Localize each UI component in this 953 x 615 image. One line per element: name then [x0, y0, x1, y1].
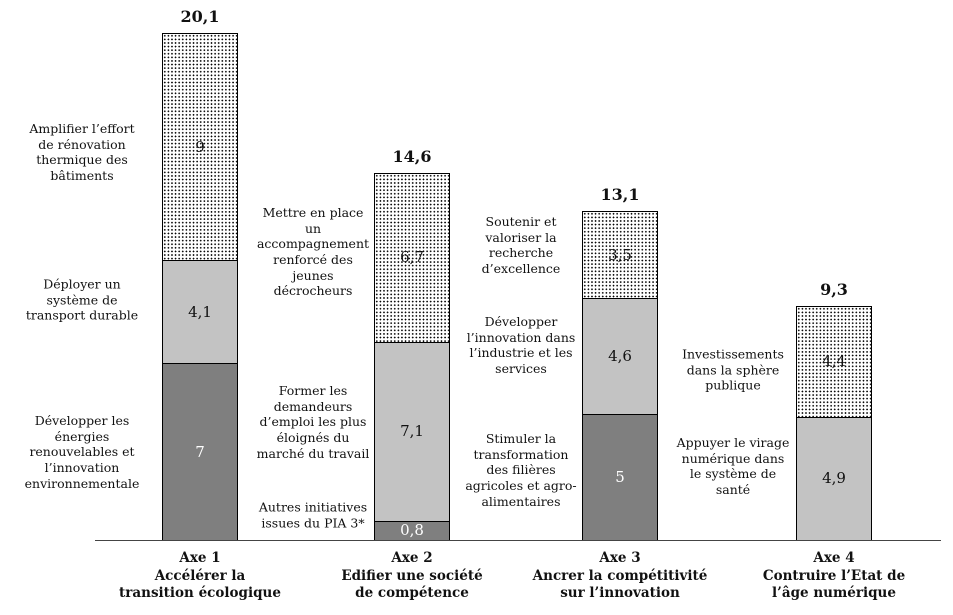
bar-axe2-segment-pia3: 0,8 [374, 520, 450, 541]
segment-value: 5 [615, 468, 625, 487]
bar-axe1-segment-energies: 7 [162, 363, 238, 541]
segment-value: 0,8 [400, 521, 424, 540]
category-label-axe2: Axe 2 Edifier une société de compétence [341, 550, 483, 602]
segment-value: 6,7 [400, 248, 424, 267]
bar-axe2-total: 14,6 [392, 146, 432, 166]
bar-axe4-total: 9,3 [820, 280, 848, 300]
bar-axe4: 9,3 4,4 4,9 [796, 280, 872, 541]
bar-axe3-segment-recherche: 3,5 [582, 210, 658, 300]
x-axis-line [95, 540, 941, 541]
category-label-axe1: Axe 1 Accélérer la transition écologique [119, 550, 281, 602]
annotation-axe1-dotted: Amplifier l’effort de rénovation thermiq… [29, 120, 135, 183]
segment-value: 3,5 [608, 245, 632, 264]
bar-axe4-segment-sphere-publique: 4,4 [796, 306, 872, 418]
bar-axe2: 14,6 6,7 7,1 0,8 [374, 147, 450, 541]
bar-axe3: 13,1 3,5 4,6 5 [582, 185, 658, 541]
bar-axe1-segment-renovation: 9 [162, 33, 238, 262]
segment-value: 4,1 [188, 302, 212, 321]
annotation-axe4-dotted: Investissements dans la sphère publique [682, 346, 784, 393]
bar-axe1-total: 20,1 [180, 7, 220, 27]
annotation-axe3-light: Développer l’innovation dans l’industrie… [466, 313, 576, 376]
bar-axe2-segment-demandeurs: 7,1 [374, 341, 450, 522]
bar-axe1: 20,1 9 4,1 7 [162, 7, 238, 541]
segment-value: 7,1 [400, 422, 424, 441]
bar-axe3-segment-agricoles: 5 [582, 414, 658, 541]
segment-value: 4,4 [822, 352, 846, 371]
bar-axe3-total: 13,1 [600, 184, 640, 204]
annotation-axe2-dotted: Mettre en place un accompagnement renfor… [256, 205, 370, 299]
annotation-axe1-light: Déployer un système de transport durable [25, 276, 139, 323]
segment-value: 7 [195, 442, 205, 461]
segment-value: 4,9 [822, 469, 846, 488]
bar-axe4-segment-sante: 4,9 [796, 416, 872, 541]
annotation-axe3-dotted: Soutenir et valoriser la recherche d’exc… [481, 213, 561, 276]
annotation-axe4-light: Appuyer le virage numérique dans le syst… [676, 434, 790, 497]
bar-axe1-segment-transport: 4,1 [162, 260, 238, 365]
segment-value: 9 [195, 137, 205, 156]
bar-axe3-segment-industrie: 4,6 [582, 298, 658, 416]
bar-axe2-segment-decrocheurs: 6,7 [374, 172, 450, 343]
segment-value: 4,6 [608, 347, 632, 366]
annotation-axe3-dark: Stimuler la transformation des filières … [465, 430, 577, 509]
category-label-axe3: Axe 3 Ancrer la compétitivité sur l’inno… [532, 550, 708, 602]
annotation-axe1-dark: Développer les énergies renouvelables et… [24, 412, 140, 491]
annotation-axe2-light: Former les demandeurs d’emploi les plus … [256, 382, 370, 461]
category-label-axe4: Axe 4 Contruire l’Etat de l’âge numériqu… [762, 550, 906, 602]
annotation-axe2-dark: Autres initiatives issues du PIA 3* [258, 499, 368, 530]
